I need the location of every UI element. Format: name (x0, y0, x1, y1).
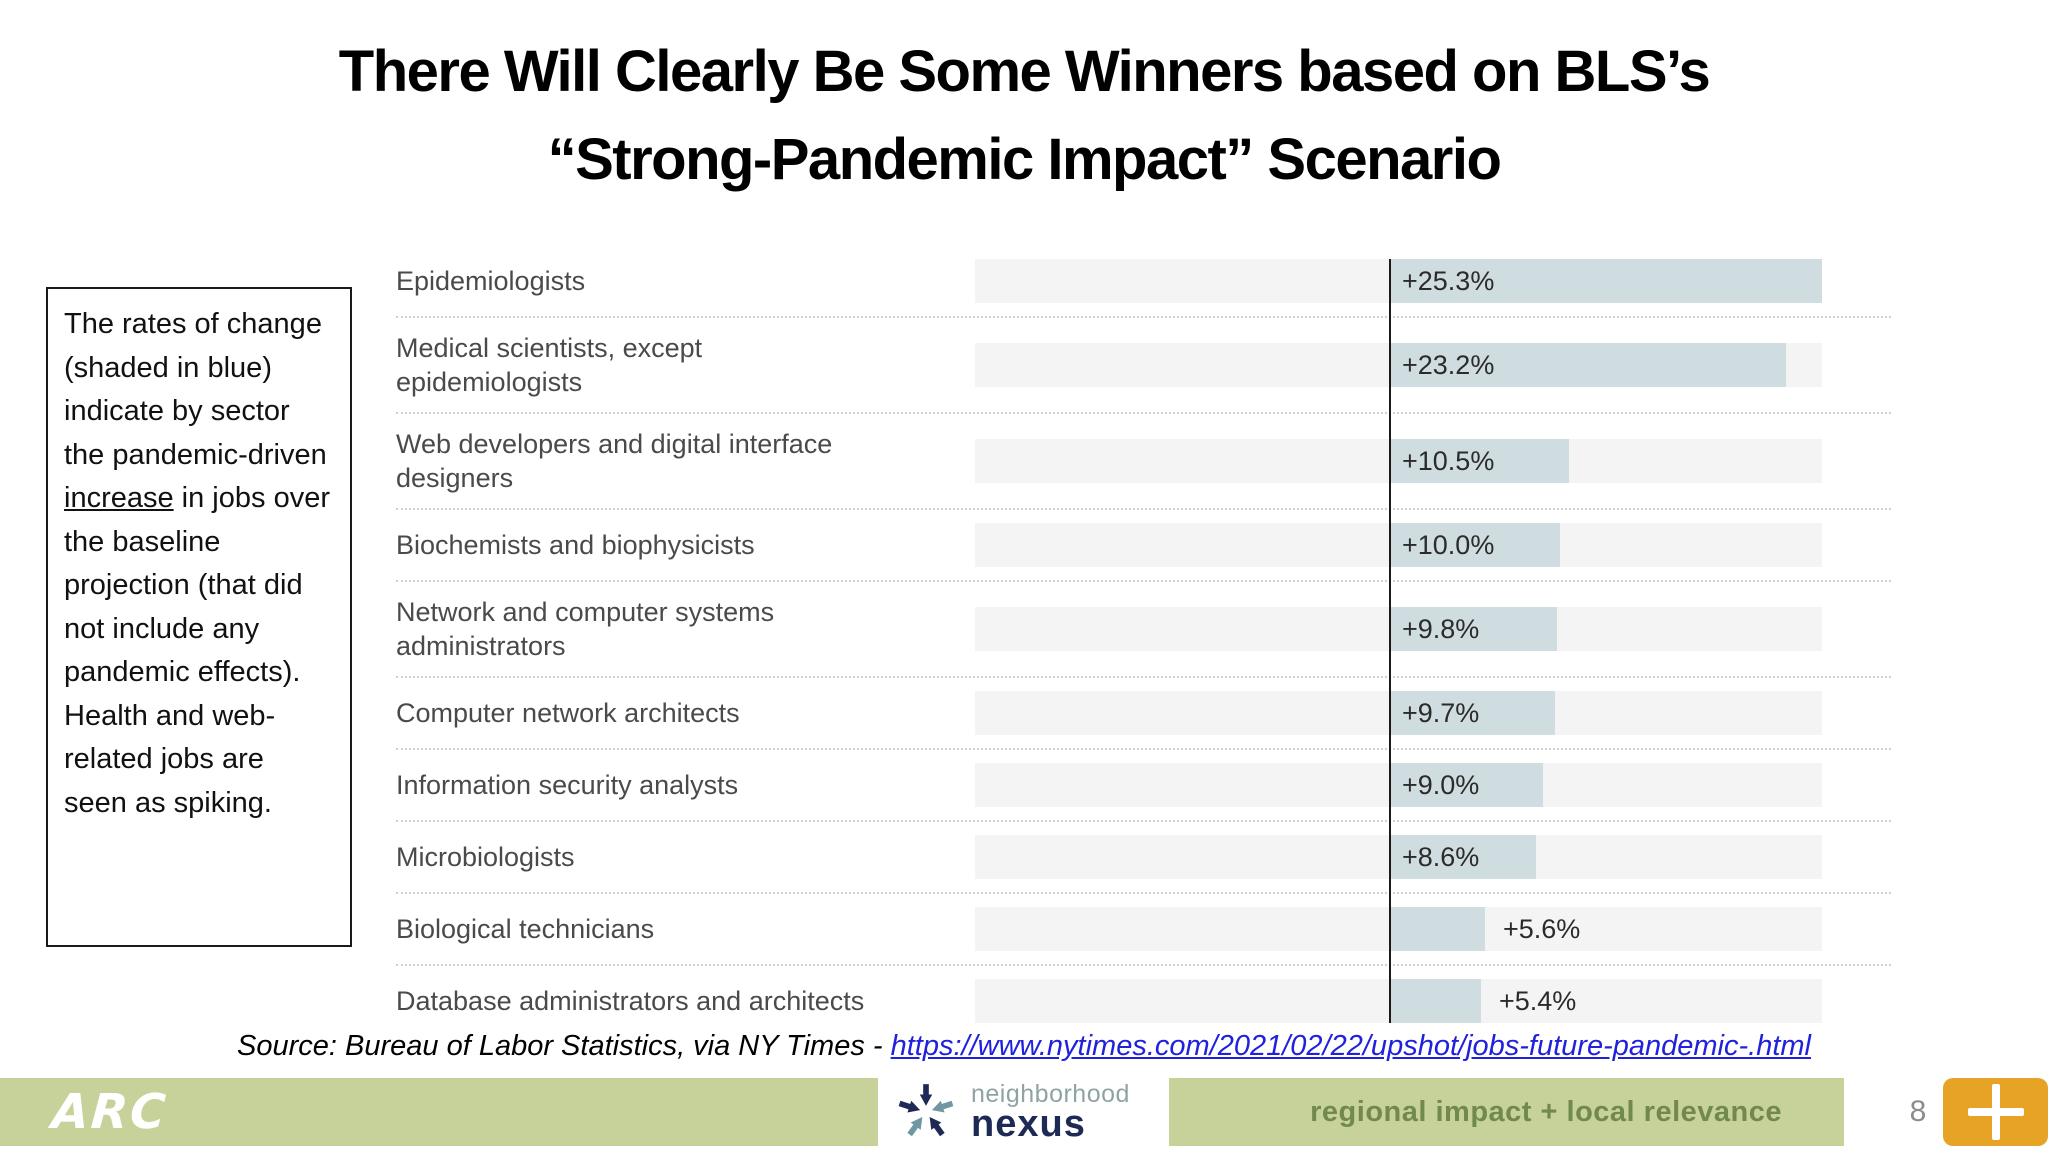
value-label: +23.2% (1402, 350, 1495, 381)
footer-tagline: regional impact + local relevance (1310, 1095, 1782, 1128)
value-bar (1389, 259, 1822, 303)
category-label: Information security analysts (396, 770, 739, 801)
category-label: Medical scientists, except epidemiologis… (396, 333, 703, 398)
value-label: +25.3% (1402, 266, 1495, 296)
bar-track: +5.6% (975, 907, 1891, 952)
value-label: +5.4% (1499, 986, 1577, 1017)
slide-title: There Will Clearly Be Some Winners based… (0, 28, 2048, 204)
value-bar (1389, 691, 1555, 736)
value-label: +9.7% (1402, 698, 1480, 729)
value-bar (1389, 979, 1481, 1024)
source-link[interactable]: https://www.nytimes.com/2021/02/22/upsho… (890, 1030, 1811, 1062)
chart-row: Information security analysts +9.0% (396, 750, 1891, 823)
note-text: The rates of change (shaded in blue) ind… (64, 308, 327, 471)
bar-track: +10.5% (975, 439, 1891, 484)
footer-green-bar-left: ARC (0, 1078, 878, 1146)
plus-icon (1967, 1084, 2024, 1140)
value-bar (1389, 763, 1543, 808)
bar-track: +9.7% (975, 691, 1891, 736)
value-bar (1389, 439, 1569, 484)
bar-chart: Epidemiologists +25.3% Medical scientists,… (396, 246, 1891, 1036)
nexus-wordmark-bottom: nexus (971, 1102, 1086, 1145)
category-label: Epidemiologists (396, 265, 586, 296)
note-underlined-word: increase (64, 482, 174, 514)
nexus-star-icon (893, 1079, 959, 1145)
chart-row: Web developers and digital interface des… (396, 414, 1891, 511)
chart-row: Biochemists and biophysicists +10.0% (396, 510, 1891, 583)
bar-track: +10.0% (975, 523, 1891, 568)
category-label: Database administrators and architects (396, 986, 865, 1017)
category-label: Biochemists and biophysicists (396, 530, 755, 561)
category-label: Biological technicians (396, 914, 655, 945)
source-text: Source: Bureau of Labor Statistics, via … (237, 1030, 891, 1062)
chart-row: Microbiologists +8.6% (396, 822, 1891, 895)
title-line-2: “Strong-Pandemic Impact” Scenario (547, 127, 1502, 193)
arc-logo: ARC (50, 1084, 170, 1140)
value-label: +5.6% (1503, 914, 1581, 945)
value-label: +8.6% (1402, 842, 1480, 873)
neighborhood-nexus-logo: neighborhood nexus (893, 1078, 1130, 1146)
note-text-after: in jobs over the baseline projection (th… (64, 482, 330, 819)
footer-green-bar-right: regional impact + local relevance (1169, 1078, 1844, 1146)
chart-row: Network and computer systems administrat… (396, 582, 1891, 679)
chart-row: Medical scientists, except epidemiologis… (396, 318, 1891, 415)
bar-track: +9.8% (975, 607, 1891, 652)
chart-rows: Epidemiologists +25.3% Medical scientists,… (396, 246, 1891, 1036)
source-line: Source: Bureau of Labor Statistics, via … (0, 1030, 2048, 1063)
chart-row: Computer network architects +9.7% (396, 678, 1891, 751)
value-label: +9.0% (1402, 770, 1480, 801)
category-label: Web developers and digital interface des… (396, 429, 833, 494)
bar-track: +8.6% (975, 835, 1891, 880)
value-bar (1389, 343, 1786, 388)
baseline-axis (1389, 259, 1391, 1024)
note-box: The rates of change (shaded in blue) ind… (46, 287, 352, 947)
chart-row: Database administrators and architects +5… (396, 966, 1891, 1036)
chart-row: Epidemiologists +25.3% (396, 246, 1891, 318)
nexus-wordmark: neighborhood nexus (971, 1079, 1130, 1145)
value-bar (1389, 607, 1557, 652)
nexus-wordmark-top: neighborhood (971, 1079, 1130, 1108)
bar-track: +5.4% (975, 979, 1891, 1024)
bar-track: +25.3% (975, 259, 1891, 303)
value-label: +10.0% (1402, 530, 1495, 561)
title-line-1: There Will Clearly Be Some Winners based… (338, 39, 1711, 104)
footer: ARC neighborhood nexus (0, 1078, 2048, 1146)
bar-track: +9.0% (975, 763, 1891, 808)
category-label: Network and computer systems administrat… (396, 597, 775, 662)
chart-row: Biological technicians +5.6% (396, 894, 1891, 967)
category-label: Computer network architects (396, 698, 740, 729)
expand-plus-button[interactable] (1943, 1078, 2048, 1146)
category-label: Microbiologists (396, 842, 575, 873)
value-label: +10.5% (1402, 446, 1495, 477)
bar-track: +23.2% (975, 343, 1891, 388)
value-label: +9.8% (1402, 614, 1480, 645)
value-bar (1389, 907, 1485, 952)
value-bar (1389, 835, 1536, 880)
value-bar (1389, 523, 1560, 568)
page-number: 8 (1909, 1095, 1927, 1128)
